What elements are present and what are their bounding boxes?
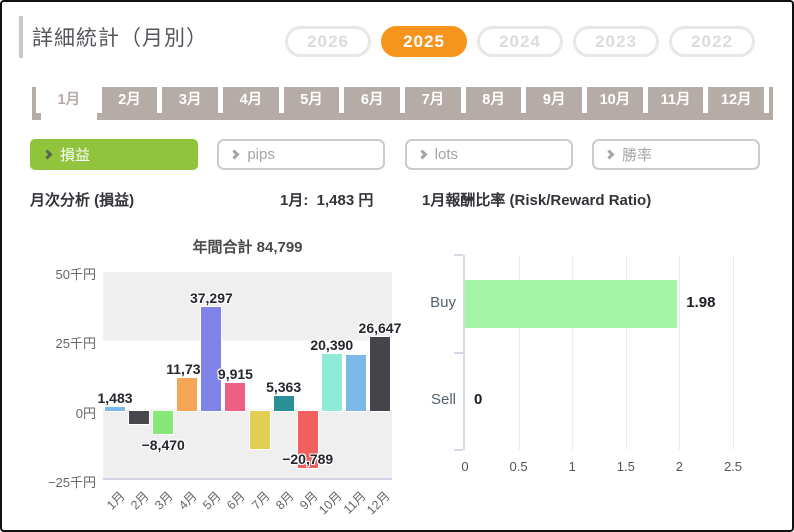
filter-label: 損益 bbox=[60, 147, 91, 164]
year-pill-2025[interactable]: 2025 bbox=[381, 26, 467, 57]
bar-12月 bbox=[369, 336, 390, 411]
tab-baseline bbox=[32, 113, 773, 120]
year-selector: 2026 2025 2024 2023 2022 bbox=[285, 26, 755, 57]
gridline bbox=[625, 255, 627, 450]
tab-cap-right bbox=[769, 87, 774, 113]
tab-cap-left bbox=[32, 87, 36, 113]
chevron-right-icon bbox=[417, 149, 428, 160]
month-tab-4[interactable]: 4月 bbox=[223, 87, 279, 113]
bar-label-4月: 11,739 bbox=[166, 361, 209, 378]
value-label-buy: 1.98 bbox=[686, 293, 716, 311]
month-total-value: 1月: 1,483 円 bbox=[280, 192, 374, 209]
month-tab-12[interactable]: 12月 bbox=[708, 87, 765, 113]
bar-1月 bbox=[105, 406, 126, 411]
gridline bbox=[733, 255, 734, 450]
value-label-sell: 0 bbox=[474, 391, 483, 409]
bar-6月 bbox=[225, 383, 246, 411]
bar-label-10月: 20,390 bbox=[310, 337, 354, 354]
year-pill-2024[interactable]: 2024 bbox=[477, 26, 563, 57]
month-tab-2[interactable]: 2月 bbox=[101, 87, 158, 113]
gridline bbox=[572, 255, 574, 450]
month-tab-11[interactable]: 11月 bbox=[647, 87, 704, 113]
bar-label-6月: 9,915 bbox=[217, 366, 253, 383]
month-tab-5[interactable]: 5月 bbox=[283, 87, 340, 113]
x-tick-label: 1 bbox=[568, 459, 576, 474]
bar-label-9月: −20,789 bbox=[282, 451, 334, 468]
month-tab-1[interactable]: 1月 bbox=[41, 87, 97, 123]
row-label-sell: Sell bbox=[430, 391, 456, 409]
x-tick-label: 0 bbox=[461, 459, 469, 474]
y-axis-line bbox=[463, 255, 465, 450]
bar-8月 bbox=[273, 395, 294, 411]
y-axis-label: −25千円 bbox=[47, 475, 96, 490]
risk-reward-title: 1月報酬比率 (Risk/Reward Ratio) bbox=[422, 192, 652, 209]
bar-label-12月: 26,647 bbox=[358, 319, 402, 336]
month-tab-row: 1月 2月 3月 4月 5月 6月 7月 8月 9月 10月 11月 12月 bbox=[32, 87, 774, 123]
gridline bbox=[518, 255, 520, 450]
bar-5月 bbox=[201, 307, 222, 411]
page-title: 詳細統計（月別） bbox=[32, 27, 208, 50]
x-tick-label: 2.5 bbox=[723, 459, 743, 474]
bar-label-1月: 1,483 bbox=[97, 389, 133, 406]
filter-profit-loss[interactable]: 損益 bbox=[30, 139, 198, 170]
title-accent-bar bbox=[19, 16, 23, 58]
bar-9月 bbox=[297, 410, 318, 469]
plot-area bbox=[103, 272, 392, 480]
axis-tick bbox=[454, 449, 463, 451]
month-tab-6[interactable]: 6月 bbox=[344, 87, 401, 113]
month-tab-7[interactable]: 7月 bbox=[405, 87, 461, 113]
x-tick-label: 0.5 bbox=[509, 459, 528, 474]
metric-filter-bar: 損益 pips lots 勝率 bbox=[30, 139, 760, 170]
chevron-right-icon bbox=[604, 149, 615, 160]
chevron-right-icon bbox=[42, 149, 53, 160]
bar-label-8月: 5,363 bbox=[266, 378, 302, 395]
chart-title-annual-total: 年間合計 84,799 bbox=[192, 239, 303, 256]
filter-pips[interactable]: pips bbox=[217, 139, 386, 170]
bar-11月 bbox=[345, 354, 366, 411]
filter-label: pips bbox=[247, 146, 275, 163]
x-tick-label: 1.5 bbox=[616, 459, 635, 474]
year-pill-2026[interactable]: 2026 bbox=[285, 26, 371, 57]
bar-buy bbox=[465, 279, 678, 328]
bar-label-5月: 37,297 bbox=[189, 290, 233, 307]
chevron-right-icon bbox=[229, 149, 240, 160]
monthly-analysis-label: 月次分析 (損益) bbox=[30, 192, 135, 209]
month-tab-10[interactable]: 10月 bbox=[587, 87, 643, 113]
bar-7月 bbox=[249, 410, 270, 450]
month-tab-9[interactable]: 9月 bbox=[526, 87, 583, 113]
axis-tick bbox=[454, 351, 463, 354]
gridline bbox=[679, 255, 681, 450]
y-axis-label: 0円 bbox=[75, 405, 96, 421]
year-pill-2023[interactable]: 2023 bbox=[573, 26, 659, 57]
y-axis-label: 25千円 bbox=[55, 336, 96, 352]
bar-3月 bbox=[153, 410, 174, 435]
monthly-bar-chart: 年間合計 84,799 50千円 25千円 0円 −25千円 1,483 1月 2月 −8,4… bbox=[30, 234, 401, 530]
filter-lots[interactable]: lots bbox=[404, 139, 573, 170]
filter-win-rate[interactable]: 勝率 bbox=[591, 139, 760, 170]
month-tab-bar: 1月 2月 3月 4月 5月 6月 7月 8月 9月 10月 11月 12月 bbox=[32, 87, 774, 123]
bar-label-3月: −8,470 bbox=[141, 437, 185, 454]
month-tab-3[interactable]: 3月 bbox=[162, 87, 219, 113]
risk-reward-chart: 0 0.5 1 1.5 2 2.5 Buy 1.98 Sell 0 bbox=[412, 234, 772, 494]
bar-10月 bbox=[321, 354, 342, 411]
year-pill-2022[interactable]: 2022 bbox=[669, 26, 755, 57]
row-label-buy: Buy bbox=[430, 293, 456, 311]
filter-label: 勝率 bbox=[621, 147, 652, 164]
bar-2月 bbox=[129, 410, 150, 425]
month-tab-8[interactable]: 8月 bbox=[465, 87, 522, 113]
filter-label: lots bbox=[434, 146, 458, 163]
axis-tick bbox=[454, 254, 463, 256]
bar-4月 bbox=[177, 378, 198, 411]
y-axis-label: 50千円 bbox=[55, 267, 96, 282]
x-tick-label: 2 bbox=[675, 459, 683, 474]
